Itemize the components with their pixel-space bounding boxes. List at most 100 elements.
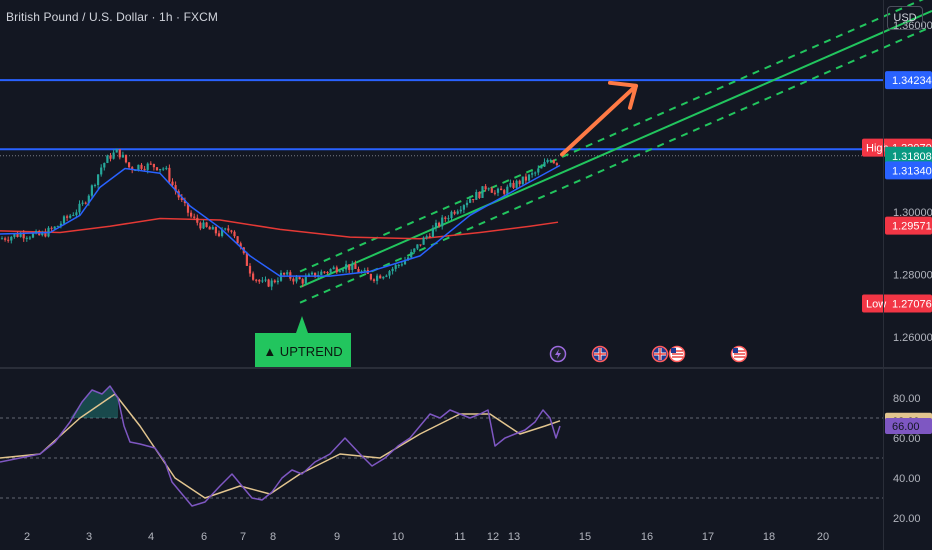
candle [186, 203, 190, 213]
us-flag-icon [668, 345, 686, 363]
candle [196, 217, 199, 223]
candle [202, 222, 205, 229]
candle [50, 227, 53, 229]
candle [165, 167, 168, 169]
candle [338, 271, 341, 273]
candle [540, 166, 543, 169]
candle [66, 216, 69, 218]
uk-flag-icon [591, 345, 609, 363]
candle [56, 225, 59, 227]
candle [438, 222, 441, 227]
candle [472, 199, 475, 201]
candle [143, 168, 146, 170]
candle [441, 217, 444, 227]
candle [304, 276, 307, 284]
time-tick-label: 7 [240, 531, 246, 543]
lightning-icon [549, 345, 567, 363]
price-tag-name: Low [866, 298, 886, 310]
candle [90, 185, 93, 196]
candle [459, 209, 462, 212]
candle [503, 190, 506, 194]
candle [286, 272, 289, 275]
candle [456, 211, 459, 214]
rsi-value-tag: 66.00 [892, 421, 920, 433]
candle [0, 238, 4, 240]
candle [552, 160, 555, 164]
time-tick-label: 11 [454, 531, 465, 543]
time-tick-label: 4 [148, 531, 154, 543]
pane-separator[interactable] [0, 367, 932, 369]
candle [264, 279, 267, 281]
candle [419, 244, 422, 246]
candle [208, 226, 211, 230]
candle [298, 277, 301, 280]
candle [500, 188, 503, 191]
candle [78, 203, 81, 213]
candle [19, 233, 22, 237]
candle [335, 267, 338, 273]
price-tag-name: High [866, 143, 889, 155]
candle [314, 272, 317, 277]
candle [422, 237, 425, 245]
candle [496, 188, 500, 193]
candle [369, 273, 372, 280]
candle [407, 257, 410, 261]
candle [292, 278, 295, 282]
candle [193, 216, 196, 218]
candle [301, 279, 304, 284]
candle [512, 182, 515, 188]
candle [326, 272, 329, 274]
candle [100, 167, 103, 175]
candle [137, 164, 140, 171]
candle [227, 228, 230, 231]
candle [245, 253, 248, 266]
uptrend-label-box [255, 333, 351, 369]
candle [236, 236, 239, 244]
candle [267, 279, 270, 287]
price-tag-name-bg [862, 294, 888, 313]
trend-arrow-head [608, 80, 638, 110]
candle [171, 181, 174, 186]
candle [543, 162, 546, 167]
uk-flag-icon [651, 345, 669, 363]
candle [255, 279, 258, 281]
candle [403, 260, 407, 265]
candle [431, 228, 434, 237]
price-tag-bg [885, 216, 932, 235]
candle [41, 232, 44, 236]
candle [537, 168, 540, 173]
candle [295, 277, 298, 282]
rsi-tick-label: 40.00 [893, 473, 921, 485]
level-price-tag: 1.34234 [892, 75, 932, 87]
candle [230, 230, 233, 232]
candle [385, 275, 388, 277]
candle [183, 199, 186, 204]
candle [341, 269, 345, 272]
candle [391, 268, 394, 272]
candle [382, 276, 385, 279]
candle [155, 167, 159, 171]
channel-lower-line [299, 25, 932, 304]
rsi-overbought-fill [70, 386, 118, 418]
candle [397, 264, 400, 266]
currency-button[interactable]: USD [887, 6, 923, 30]
candle [425, 236, 428, 238]
ma-red-line [0, 217, 559, 240]
candle [475, 191, 478, 200]
lightning-icon-bolt [555, 349, 561, 359]
price-tag-bg [885, 161, 932, 180]
candle [128, 162, 131, 168]
candle [521, 176, 524, 185]
candle [146, 163, 149, 170]
candle [518, 180, 521, 185]
us-flag-icon-canton [733, 348, 738, 353]
current-price-tag: 1.31808 [892, 151, 932, 163]
rsi-signal-line [0, 393, 561, 499]
candle [233, 231, 236, 237]
uptrend-label: ▲ UPTREND [263, 344, 342, 359]
candle [4, 238, 7, 240]
candle [87, 195, 90, 204]
candle [276, 280, 279, 283]
candle [72, 215, 75, 217]
